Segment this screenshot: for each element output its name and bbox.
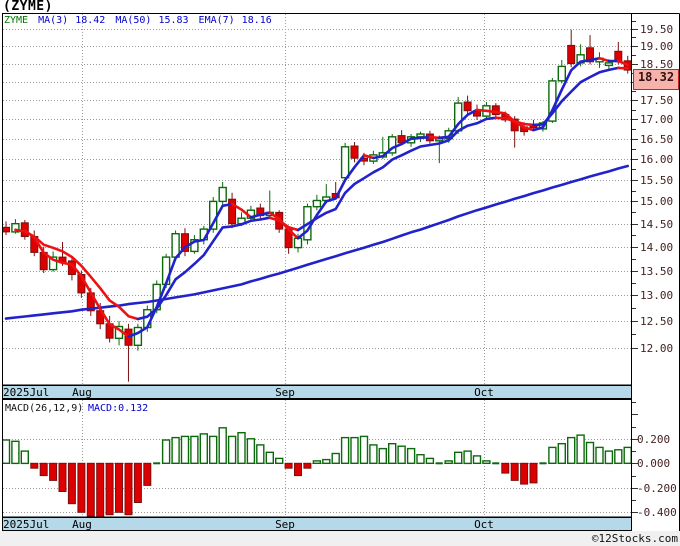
macd-axis-label: -0.200 [637, 482, 677, 495]
main-legend: ZYME MA(3) 18.42 MA(50) 15.83 EMA(7) 18.16 [4, 15, 282, 37]
price-axis-label: 16.50 [640, 133, 674, 146]
month-label: 2025Jul [3, 518, 50, 531]
month-label: Sep [275, 518, 295, 531]
price-axis-label: 12.50 [640, 315, 674, 328]
month-label: Aug [72, 518, 92, 531]
legend-symbol: ZYME [4, 15, 29, 26]
month-label: 2025Jul [3, 386, 50, 399]
price-axis-label: 17.50 [640, 94, 674, 107]
price-axis-label: 19.50 [640, 23, 674, 36]
macd-axis-label: 0.200 [637, 433, 671, 446]
price-axis-label: 13.00 [640, 289, 674, 302]
copyright-text: ©12Stocks.com [591, 532, 678, 545]
macd-axis-label: 0.000 [637, 457, 671, 470]
legend-ma3-label: MA(3) [38, 15, 69, 26]
month-label: Oct [474, 518, 494, 531]
page-title: (ZYME) [3, 0, 53, 14]
month-label: Oct [474, 386, 494, 399]
macd-legend-label: MACD(26,12,9) [5, 403, 84, 414]
legend-ema7-value: 18.16 [241, 15, 272, 26]
legend-ema7-label: EMA(7) [198, 15, 235, 26]
price-axis-label: 13.50 [640, 265, 674, 278]
month-label: Aug [72, 386, 92, 399]
price-axis-label: 16.00 [640, 153, 674, 166]
macd-legend-value: MACD:0.132 [88, 403, 149, 414]
last-price-badge: 18.32 [633, 69, 679, 90]
footer-background [0, 531, 680, 546]
price-axis-label: 14.00 [640, 241, 674, 254]
price-axis-label: 12.00 [640, 342, 674, 355]
legend-ma3-value: 18.42 [75, 15, 106, 26]
price-axis-label: 17.00 [640, 113, 674, 126]
legend-ma50-label: MA(50) [115, 15, 152, 26]
price-axis-label: 19.00 [640, 40, 674, 53]
price-axis-label: 15.00 [640, 195, 674, 208]
price-axis-label: 14.50 [640, 218, 674, 231]
legend-ma50-value: 15.83 [158, 15, 189, 26]
month-label: Sep [275, 386, 295, 399]
price-axis-label: 15.50 [640, 174, 674, 187]
macd-axis-label: -0.400 [637, 506, 677, 519]
price-axis-label: 18.50 [640, 58, 674, 71]
